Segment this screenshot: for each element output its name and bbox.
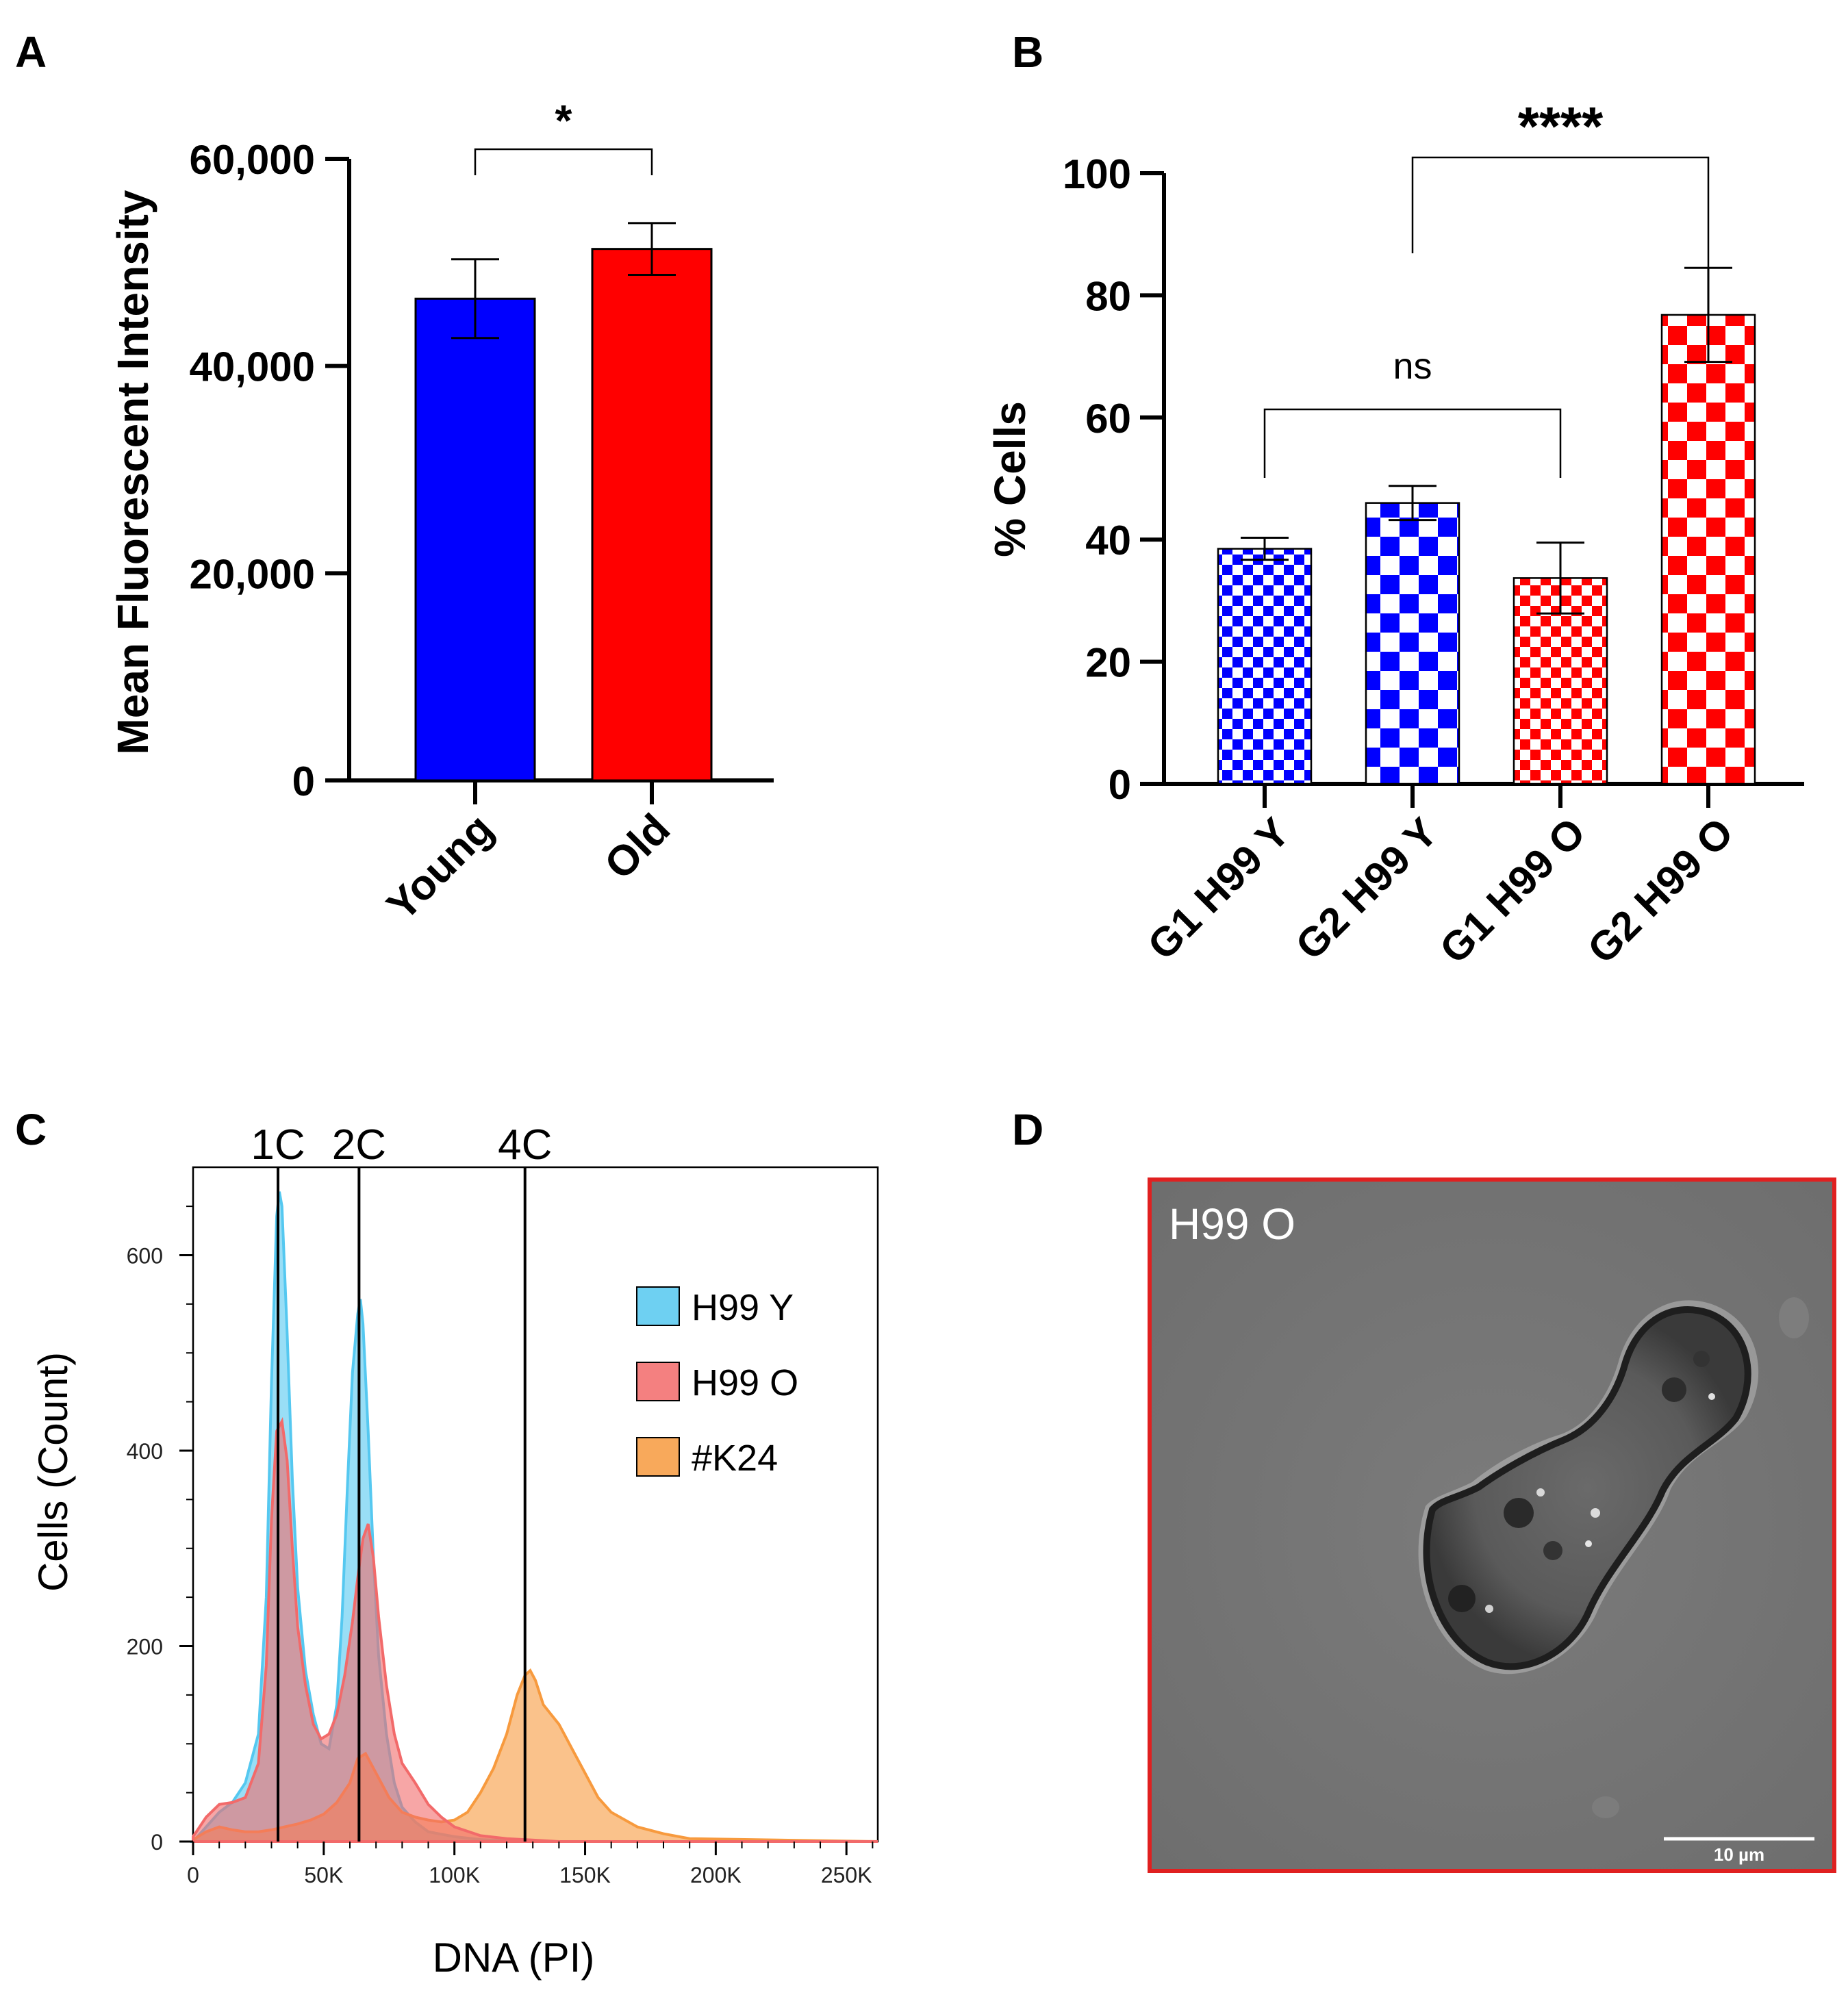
panel-c-y-tick-label: 400	[127, 1439, 163, 1464]
micrograph-border	[1148, 1177, 1836, 1873]
cell-vacuole	[1543, 1541, 1562, 1560]
panel-b-bar	[1217, 548, 1313, 785]
panel-b-x-tick-label: G2 H99 O	[1579, 809, 1742, 972]
panel-a-y-tick-label: 40,000	[189, 344, 315, 390]
panel-b-x-tick-label: G1 H99 Y	[1139, 809, 1298, 969]
panel-a-y-tick-label: 0	[292, 759, 315, 804]
panel-c-x-tick-label: 200K	[690, 1863, 742, 1887]
micrograph-sample-label: H99 O	[1169, 1199, 1295, 1249]
panel-b-y-tick-label: 60	[1085, 396, 1131, 442]
panel-c-marker-label: 1C	[251, 1121, 305, 1169]
panel-a-y-tick-label: 60,000	[189, 137, 315, 183]
panel-b-x-tick-label: G2 H99 Y	[1287, 809, 1446, 969]
panel-c-marker-label: 4C	[498, 1121, 552, 1169]
cell-vacuole	[1448, 1585, 1476, 1612]
cell-vacuole	[1662, 1377, 1686, 1402]
panel-c-legend-label: H99 Y	[692, 1287, 794, 1328]
panel-b-y-tick-label: 20	[1085, 640, 1131, 686]
panel-b-y-tick-label: 80	[1085, 273, 1131, 319]
cell-granule	[1485, 1605, 1493, 1613]
panel-b-ns-bracket	[1263, 408, 1562, 478]
panel-c-y-axis-label: Cells (Count)	[30, 1352, 76, 1592]
yeast-cell-chain	[1418, 1300, 1759, 1675]
panel-c-y-tick-label: 200	[127, 1634, 163, 1659]
panel-a-significance-bracket	[474, 148, 653, 175]
panel-c-y-tick-label: 0	[151, 1830, 163, 1855]
micrograph-debris	[1779, 1297, 1809, 1338]
cell-granule	[1591, 1508, 1600, 1518]
panel-b-ns-label: ns	[1393, 346, 1432, 387]
panel-c-histogram: 1C 2C 4C 0 200 400 600 0 50K 100K 150K 200K 250K H…	[30, 1121, 879, 1981]
panel-label-c: C	[15, 1105, 47, 1154]
panel-b-y-axis-label: % Cells	[985, 401, 1035, 557]
panel-b-bar	[1660, 314, 1756, 785]
panel-c-x-tick-label: 0	[187, 1863, 199, 1887]
panel-c-x-tick-label: 100K	[429, 1863, 480, 1887]
panel-label-d: D	[1012, 1105, 1043, 1154]
panel-d-micrograph: H99 O 10 µm	[1148, 1177, 1836, 1873]
panel-c-legend-swatch	[636, 1437, 680, 1477]
panel-c-x-tick-label: 150K	[559, 1863, 611, 1887]
panel-c-y-tick-label: 600	[127, 1243, 163, 1268]
panel-a-y-tick-label: 20,000	[189, 551, 315, 597]
panel-label-b: B	[1012, 27, 1043, 77]
cell-vacuole	[1693, 1351, 1710, 1367]
panel-c-legend: H99 Y H99 O #K24	[636, 1286, 798, 1479]
panel-a-x-tick-label: Young	[378, 805, 503, 930]
panel-b-x-tick-label: G1 H99 O	[1431, 809, 1594, 972]
panel-a-bar	[414, 297, 536, 782]
panel-c-marker-label: 2C	[332, 1121, 386, 1169]
panel-b-bar	[1365, 502, 1460, 785]
panel-b-significance-bracket	[1411, 156, 1710, 267]
panel-a-bar	[591, 248, 713, 782]
panel-c-legend-label: #K24	[692, 1438, 778, 1479]
scale-bar-label: 10 µm	[1714, 1844, 1764, 1865]
panel-c-x-axis-label: DNA (PI)	[433, 1935, 595, 1981]
panel-a-significance-label: *	[555, 96, 572, 145]
cell-vacuole	[1504, 1498, 1534, 1528]
panel-a-y-axis-label: Mean Fluorescent Intensity	[108, 190, 157, 754]
cell-granule	[1536, 1488, 1545, 1497]
micrograph-debris	[1592, 1796, 1619, 1818]
panel-c-series-area	[192, 1416, 878, 1843]
panel-a-x-tick-label: Old	[596, 805, 679, 889]
panel-b-significance-label: ****	[1518, 96, 1604, 157]
panel-label-a: A	[15, 27, 47, 77]
panel-c-legend-swatch	[636, 1362, 680, 1401]
panel-b-y-tick-label: 40	[1085, 518, 1131, 563]
panel-c-legend-swatch	[636, 1286, 680, 1326]
panel-b-y-tick-label: 100	[1063, 151, 1131, 197]
panel-b-y-tick-label: 0	[1109, 762, 1131, 808]
cell-granule	[1708, 1393, 1715, 1400]
panel-c-x-tick-label: 50K	[304, 1863, 343, 1887]
panel-a-bar-chart: 0 20,000 40,000 60,000 Young Old * Mean Fluo…	[108, 96, 774, 930]
panel-b-bar-chart: 0 20 40 60 80 100 G1 H99 YG2 H99 YG1 H99 OG2 …	[985, 96, 1804, 972]
panel-c-x-tick-label: 250K	[821, 1863, 872, 1887]
cell-granule	[1585, 1540, 1592, 1547]
panel-c-legend-label: H99 O	[692, 1362, 798, 1403]
